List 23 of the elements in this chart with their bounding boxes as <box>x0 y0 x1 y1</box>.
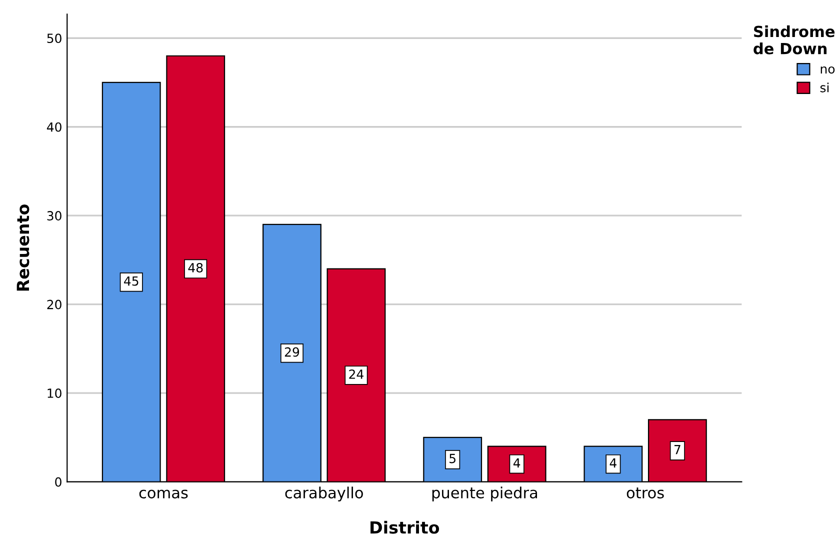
legend-label: no <box>820 66 835 74</box>
data-label: 29 <box>284 347 300 357</box>
data-label: 7 <box>674 445 680 454</box>
data-label: 45 <box>124 276 138 286</box>
y-tick-label: 0 <box>55 477 62 487</box>
data-label: 24 <box>349 369 364 379</box>
legend-label: si <box>820 82 829 92</box>
data-label: 4 <box>610 458 616 468</box>
y-axis-title: Recuento <box>16 204 30 291</box>
data-label: 48 <box>188 263 203 272</box>
x-axis-title: Distrito <box>370 520 440 534</box>
x-tick-label: comas <box>139 490 188 498</box>
legend-title: Sindrome de Down <box>754 25 835 54</box>
y-tick-label: 20 <box>47 300 62 310</box>
x-tick-label: puente piedra <box>432 486 538 502</box>
data-label: 5 <box>450 454 456 464</box>
y-tick-label: 10 <box>48 388 62 398</box>
x-tick-label: carabayllo <box>285 486 363 502</box>
y-tick-label: 40 <box>46 122 62 132</box>
x-tick-label: otros <box>626 488 664 498</box>
y-tick-label: 50 <box>47 34 62 44</box>
y-tick-label: 30 <box>47 211 62 221</box>
data-label: 4 <box>513 458 520 468</box>
